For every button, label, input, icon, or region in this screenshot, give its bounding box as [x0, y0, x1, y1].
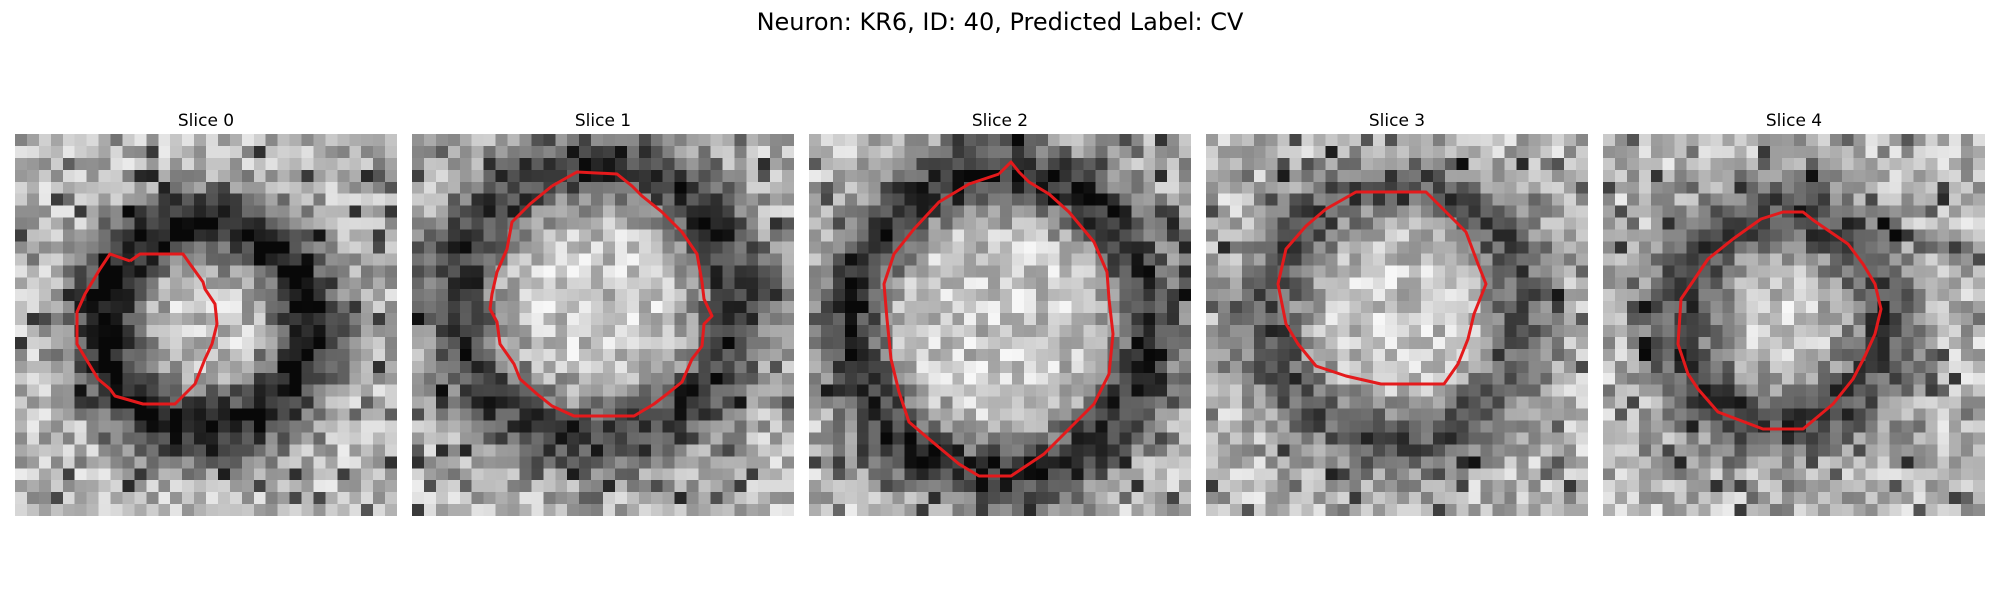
grayscale-image: [412, 134, 794, 516]
slice-image: [1206, 134, 1588, 516]
roi-contour: [882, 160, 1115, 478]
slice-title: Slice 0: [177, 111, 235, 131]
roi-contour: [1676, 210, 1883, 431]
slice-title: Slice 2: [971, 111, 1029, 131]
contour-overlay: [1276, 190, 1488, 386]
figure-title: Neuron: KR6, ID: 40, Predicted Label: CV: [756, 8, 1244, 36]
contour-overlay: [75, 252, 219, 406]
slice-panel-0: Slice 0: [15, 110, 397, 516]
roi-contour: [1276, 190, 1488, 386]
contour-overlay: [1676, 210, 1883, 431]
contour-overlay: [488, 170, 714, 418]
grayscale-image: [15, 134, 397, 516]
grayscale-image: [1206, 134, 1588, 516]
slice-panel-1: Slice 1: [412, 110, 794, 516]
grayscale-image: [809, 134, 1191, 516]
contour-overlay: [882, 160, 1115, 478]
slice-title: Slice 1: [574, 111, 632, 131]
grayscale-image: [1603, 134, 1985, 516]
slice-image: [15, 134, 397, 516]
slice-title: Slice 4: [1765, 111, 1823, 131]
slice-panel-4: Slice 4: [1603, 110, 1985, 516]
roi-contour: [75, 252, 219, 406]
slice-panel-2: Slice 2: [809, 110, 1191, 516]
slice-image: [809, 134, 1191, 516]
roi-contour: [488, 170, 714, 418]
slice-panel-3: Slice 3: [1206, 110, 1588, 516]
slice-image: [1603, 134, 1985, 516]
slice-image: [412, 134, 794, 516]
slice-title: Slice 3: [1368, 111, 1426, 131]
